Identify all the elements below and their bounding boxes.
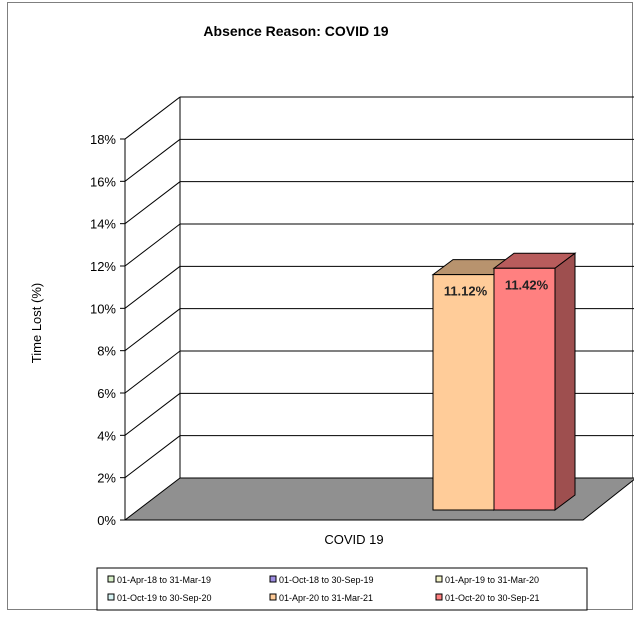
y-tick-label: 16%: [90, 174, 116, 189]
y-axis-label: Time Lost (%): [29, 283, 44, 363]
gridline-side: [124, 96, 181, 140]
legend: 01-Apr-18 to 31-Mar-19 01-Oct-18 to 30-Se…: [96, 567, 588, 611]
legend-entry: 01-Oct-20 to 30-Sep-21: [445, 593, 540, 603]
y-tick-label: 0%: [97, 513, 116, 528]
bar: [493, 267, 556, 511]
legend-entry: 01-Apr-19 to 31-Mar-20: [445, 575, 539, 585]
data-label: 11.42%: [505, 277, 549, 292]
bar-side: [554, 252, 576, 511]
legend-swatch: [107, 593, 115, 601]
gridline-side: [124, 392, 181, 436]
legend-entry: 01-Apr-20 to 31-Mar-21: [279, 593, 373, 603]
data-labels: 11.12% 11.42%: [444, 277, 549, 298]
data-label: 11.12%: [444, 284, 488, 299]
bars: [431, 252, 577, 511]
gridline-side: [124, 265, 181, 309]
legend-swatch: [107, 575, 115, 583]
y-tick-label: 8%: [97, 344, 116, 359]
legend-entry: 01-Oct-18 to 30-Sep-19: [279, 575, 374, 585]
x-category-label: COVID 19: [324, 532, 383, 547]
y-tick-label: 18%: [90, 132, 116, 147]
gridline-side: [124, 308, 181, 352]
y-axis-ticks: 0% 2% 4% 6% 8% 10% 12% 14% 16% 18%: [90, 132, 125, 528]
y-tick-label: 2%: [97, 471, 116, 486]
y-tick-label: 10%: [90, 301, 116, 316]
gridline-side: [124, 350, 181, 394]
gridline-side: [124, 138, 181, 182]
gridline-side: [124, 435, 181, 479]
y-tick-label: 6%: [97, 386, 116, 401]
chart-frame: Absence Reason: COVID 19 0% 2% 4% 6% 8% 10% 12…: [7, 2, 634, 611]
y-tick-label: 14%: [90, 217, 116, 232]
gridline-side: [124, 223, 181, 267]
gridline-side: [124, 181, 181, 225]
y-tick-label: 12%: [90, 259, 116, 274]
legend-swatch: [269, 575, 277, 583]
legend-entry: 01-Oct-19 to 30-Sep-20: [117, 593, 212, 603]
legend-swatch: [269, 593, 277, 601]
legend-swatch: [435, 593, 443, 601]
chart-title: Absence Reason: COVID 19: [203, 23, 388, 39]
y-tick-label: 4%: [97, 428, 116, 443]
legend-swatch: [435, 575, 443, 583]
legend-box: [96, 567, 588, 611]
legend-entry: 01-Apr-18 to 31-Mar-19: [117, 575, 211, 585]
bar: [432, 274, 495, 511]
bar-chart: Absence Reason: COVID 19 0% 2% 4% 6% 8% 10% 12…: [29, 23, 634, 611]
